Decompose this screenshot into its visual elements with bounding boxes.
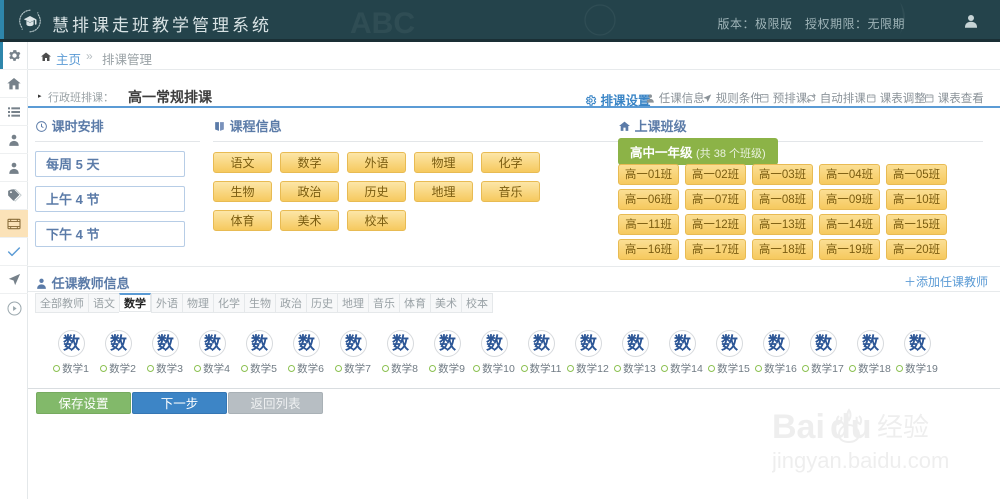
svg-text:数: 数: [721, 333, 739, 353]
svg-text:数: 数: [768, 333, 786, 353]
svg-text:数: 数: [815, 333, 833, 353]
svg-text:数: 数: [345, 333, 363, 353]
svg-text:jingyan.baidu.com: jingyan.baidu.com: [772, 448, 949, 473]
svg-text:数: 数: [486, 333, 504, 353]
svg-text:数: 数: [580, 333, 598, 353]
svg-text:ABC: ABC: [350, 7, 415, 40]
svg-text:数: 数: [298, 333, 316, 353]
svg-text:数: 数: [157, 333, 175, 353]
svg-text:数: 数: [439, 333, 457, 353]
svg-text:数: 数: [204, 333, 222, 353]
svg-text:数: 数: [909, 333, 927, 353]
svg-text:数: 数: [392, 333, 410, 353]
svg-text:数: 数: [862, 333, 880, 353]
svg-text:数: 数: [533, 333, 551, 353]
svg-text:数: 数: [110, 333, 128, 353]
svg-text:数: 数: [627, 333, 645, 353]
svg-text:经验: 经验: [877, 412, 929, 442]
svg-text:数: 数: [674, 333, 692, 353]
svg-text:数: 数: [63, 333, 81, 353]
svg-text:数: 数: [251, 333, 269, 353]
